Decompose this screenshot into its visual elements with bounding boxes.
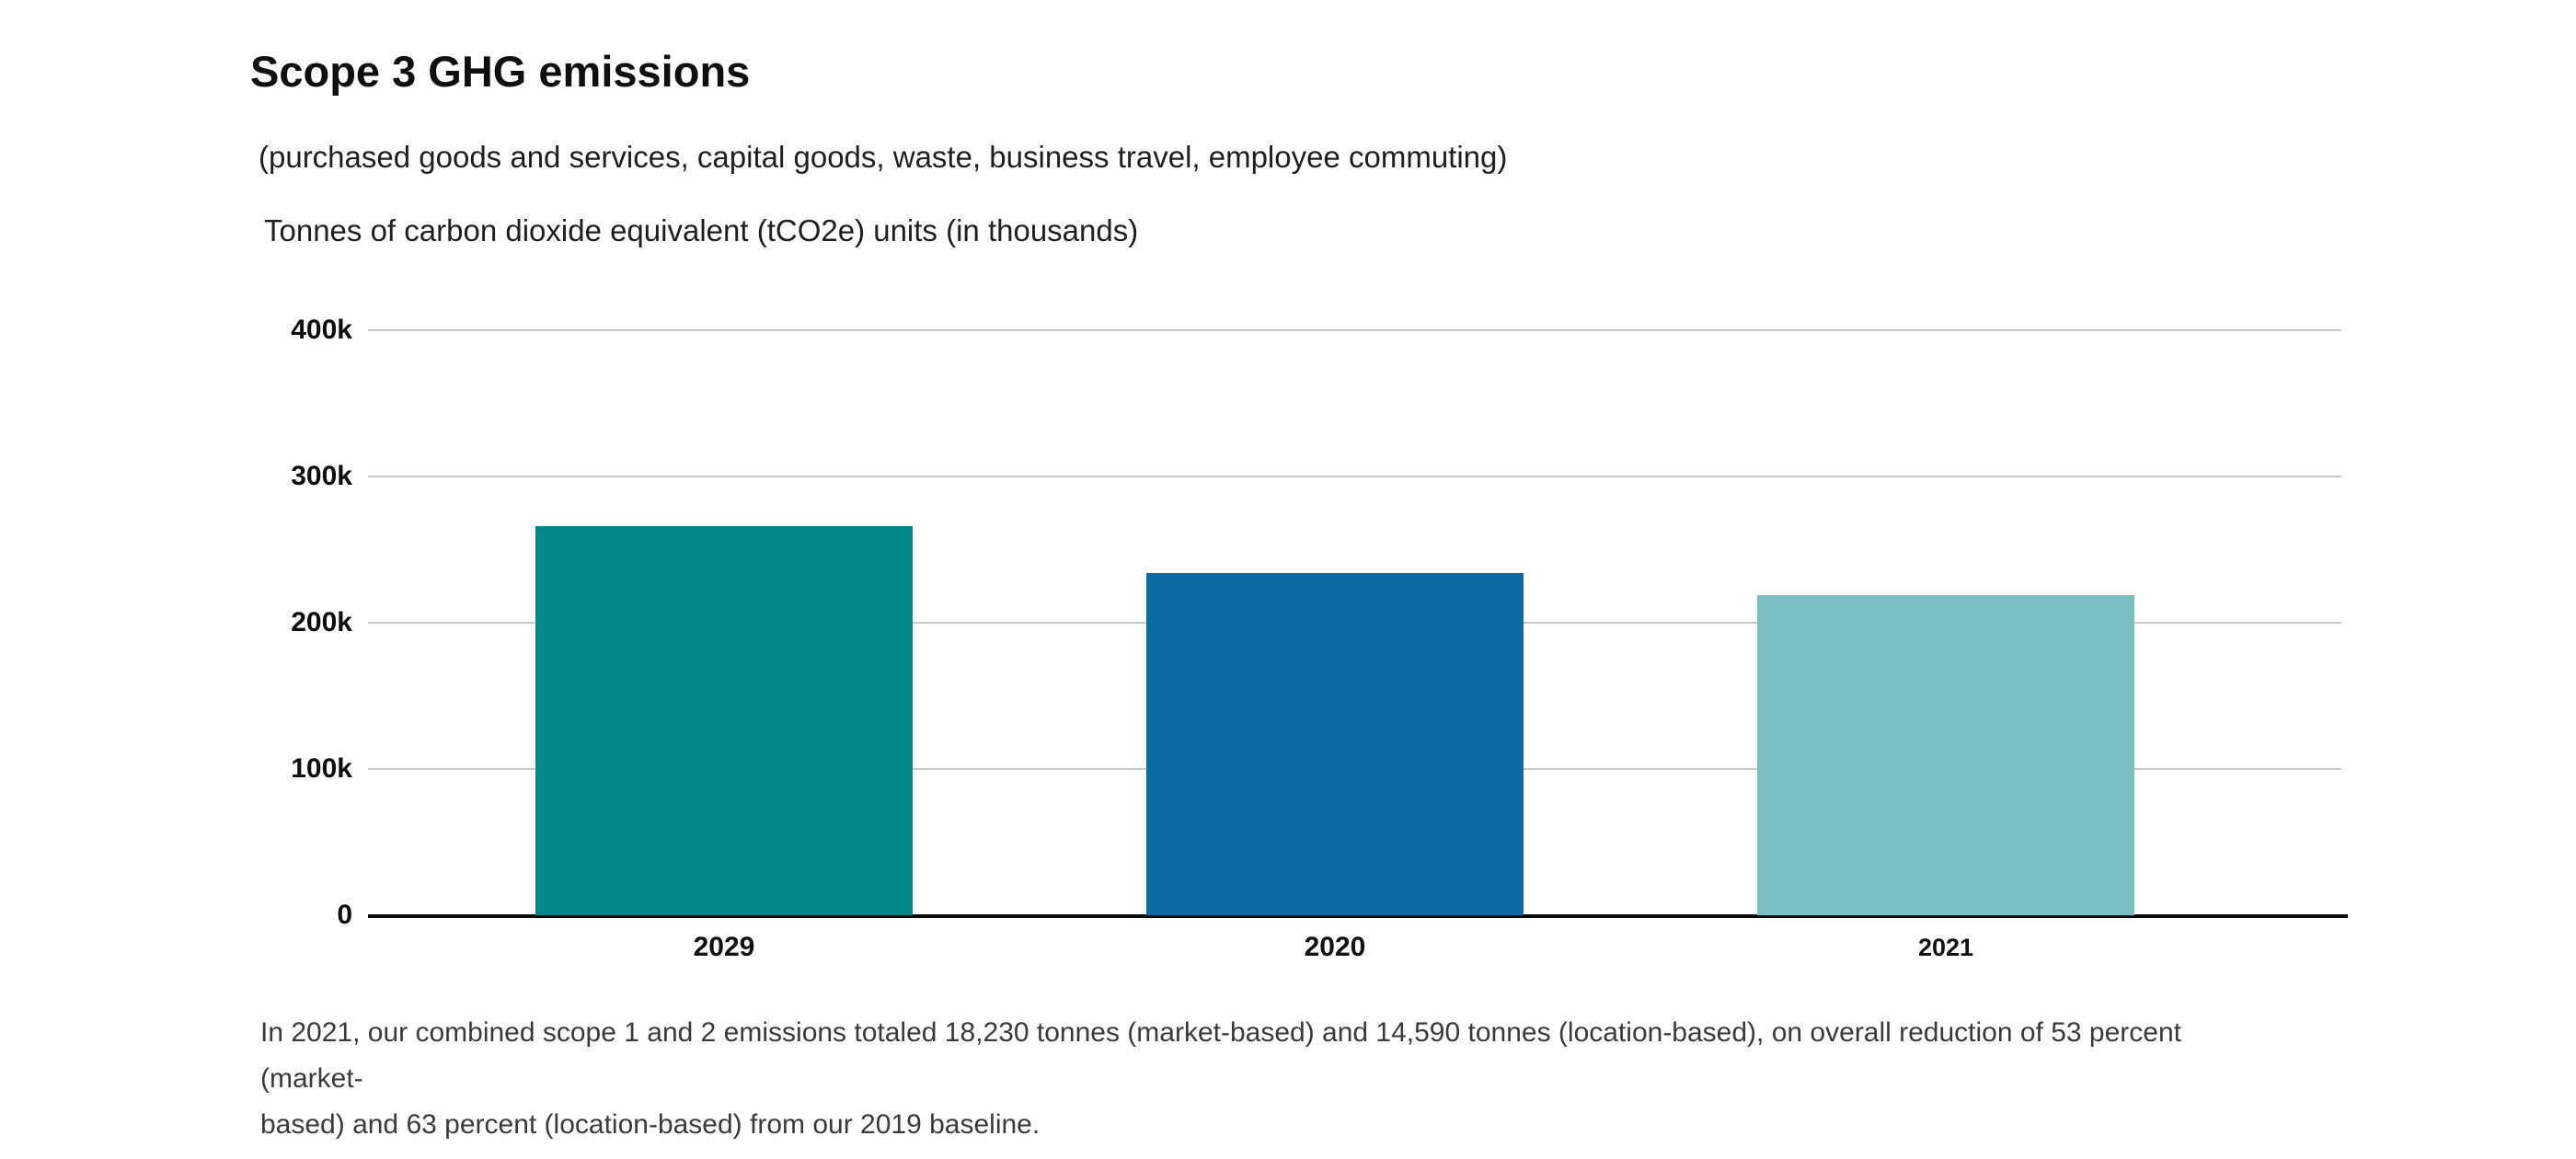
footnote-line-1: In 2021, our combined scope 1 and 2 emis… xyxy=(260,1017,2181,1094)
bar-2020 xyxy=(1146,572,1524,915)
gridline-400k xyxy=(368,329,2341,331)
gridline-300k xyxy=(368,476,2341,477)
chart-subtitle: (purchased goods and services, capital g… xyxy=(259,140,1508,174)
chart-units-note: Tonnes of carbon dioxide equivalent (tCO… xyxy=(264,213,1139,247)
y-tick-label-200k: 200k xyxy=(291,607,352,637)
footnote-line-2: based) and 63 percent (location-based) f… xyxy=(260,1109,1041,1140)
x-tick-label-2021: 2021 xyxy=(1917,934,1974,961)
x-tick-label-2020: 2020 xyxy=(1304,932,1366,962)
x-tick-label-2029: 2029 xyxy=(693,932,755,962)
y-tick-label-100k: 100k xyxy=(291,753,352,784)
chart-title: Scope 3 GHG emissions xyxy=(250,47,751,96)
bar-2021 xyxy=(1757,594,2134,915)
y-tick-label-0: 0 xyxy=(337,900,352,930)
x-axis-line xyxy=(368,914,2348,918)
y-tick-label-400k: 400k xyxy=(291,315,352,345)
chart-footnote: In 2021, our combined scope 1 and 2 emis… xyxy=(260,1010,2284,1148)
y-tick-label-300k: 300k xyxy=(291,461,352,491)
bar-2029 xyxy=(535,526,913,915)
